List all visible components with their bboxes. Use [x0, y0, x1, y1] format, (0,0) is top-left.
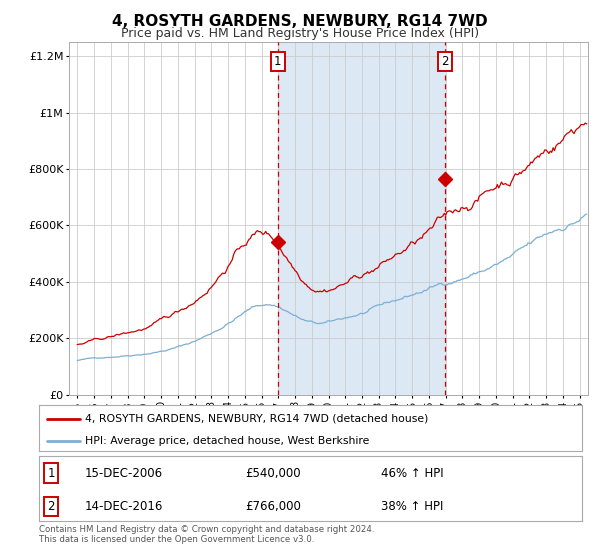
Text: 2: 2 — [47, 500, 55, 513]
Text: 2: 2 — [441, 55, 449, 68]
Text: This data is licensed under the Open Government Licence v3.0.: This data is licensed under the Open Gov… — [39, 535, 314, 544]
Text: Contains HM Land Registry data © Crown copyright and database right 2024.: Contains HM Land Registry data © Crown c… — [39, 525, 374, 534]
Text: 46% ↑ HPI: 46% ↑ HPI — [381, 466, 444, 480]
Text: HPI: Average price, detached house, West Berkshire: HPI: Average price, detached house, West… — [85, 436, 370, 446]
Text: £766,000: £766,000 — [245, 500, 301, 513]
Text: 1: 1 — [47, 466, 55, 480]
Text: 4, ROSYTH GARDENS, NEWBURY, RG14 7WD: 4, ROSYTH GARDENS, NEWBURY, RG14 7WD — [112, 14, 488, 29]
Text: 15-DEC-2006: 15-DEC-2006 — [85, 466, 163, 480]
Text: 4, ROSYTH GARDENS, NEWBURY, RG14 7WD (detached house): 4, ROSYTH GARDENS, NEWBURY, RG14 7WD (de… — [85, 414, 428, 424]
Bar — [278, 42, 445, 395]
Text: £540,000: £540,000 — [245, 466, 301, 480]
Text: Price paid vs. HM Land Registry's House Price Index (HPI): Price paid vs. HM Land Registry's House … — [121, 27, 479, 40]
Text: 38% ↑ HPI: 38% ↑ HPI — [381, 500, 443, 513]
Text: 1: 1 — [274, 55, 281, 68]
Text: 14-DEC-2016: 14-DEC-2016 — [85, 500, 164, 513]
